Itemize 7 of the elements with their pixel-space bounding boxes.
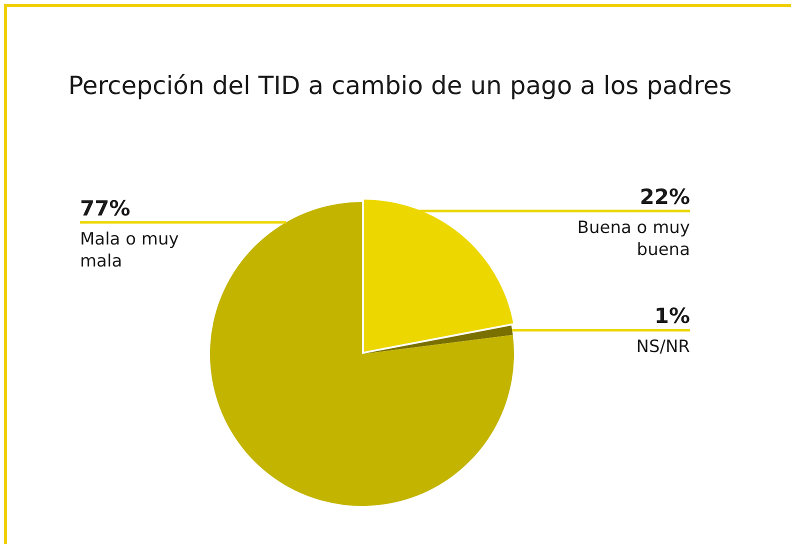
slice-label: Buena o muy buena	[577, 218, 690, 260]
data-label: 22%	[640, 184, 690, 209]
data-label: 77%	[80, 196, 130, 220]
data-label: 1%	[654, 304, 690, 328]
chart-title: Percepción del TID a cambio de un pago a los padres	[68, 71, 732, 100]
slice-label: NS/NR	[636, 337, 690, 358]
slice-label: Mala o muy mala	[80, 229, 179, 272]
